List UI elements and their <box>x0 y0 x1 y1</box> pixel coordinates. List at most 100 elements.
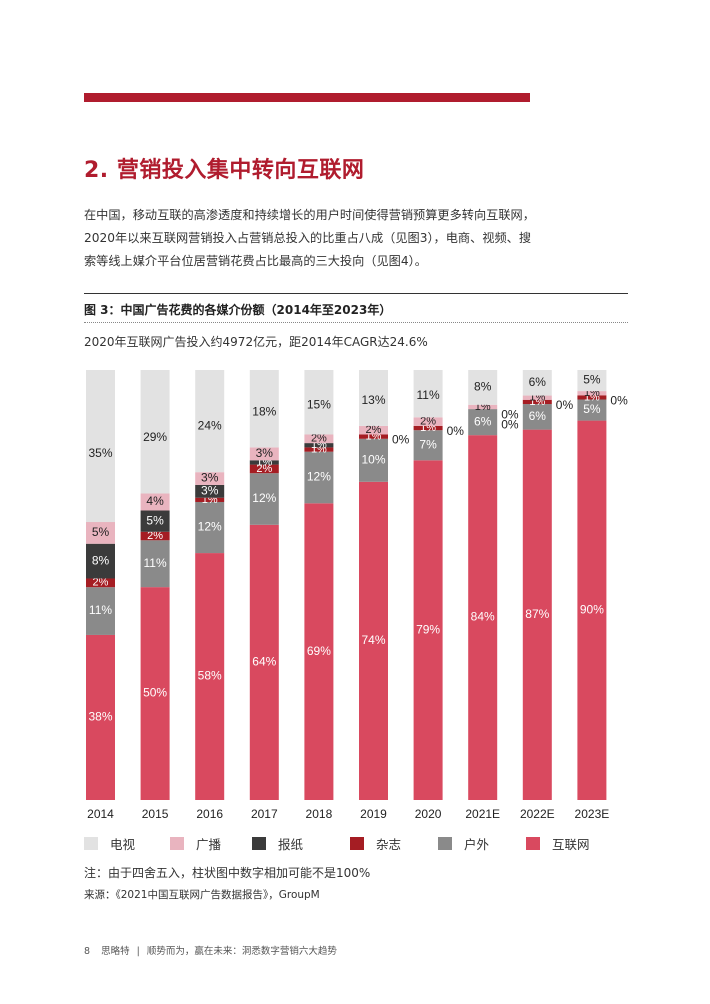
data-label: 10% <box>361 452 385 466</box>
data-label: 5% <box>583 402 601 416</box>
data-label: 8% <box>474 380 492 394</box>
x-tick-label: 2014 <box>87 807 114 821</box>
bar-segment <box>195 497 225 502</box>
bar-segment <box>359 438 388 482</box>
data-label: 5% <box>583 373 601 387</box>
bar-segment <box>304 434 334 444</box>
bar-segment <box>249 464 279 474</box>
footer-page-number: 8 <box>84 946 91 957</box>
data-label: 6% <box>529 409 547 423</box>
data-label: 11% <box>89 603 112 617</box>
data-label: 5% <box>92 525 110 539</box>
chart-legend: 电视 广播 报纸 杂志 户外 互联网 <box>84 834 644 852</box>
legend-label: 电视 <box>110 837 136 852</box>
bar-segment <box>140 540 170 588</box>
intro-paragraph: 在中国，移动互联的高渗透度和持续增长的用户时间使得营销预算更多转向互联网， 20… <box>84 204 554 273</box>
data-label: 84% <box>471 610 495 624</box>
data-label: 12% <box>252 491 276 505</box>
data-label: 0% <box>556 398 574 412</box>
bar-segment <box>577 391 607 396</box>
bar-segment <box>577 420 607 800</box>
bar-segment <box>86 370 115 523</box>
data-label: 50% <box>143 686 167 700</box>
data-label: 74% <box>361 633 385 647</box>
data-label: 18% <box>252 405 276 419</box>
legend-label: 报纸 <box>278 837 304 852</box>
data-label: 3% <box>201 471 219 485</box>
data-label: 2% <box>366 424 382 436</box>
legend-item: 杂志 <box>350 834 401 853</box>
bar-segment <box>249 447 279 461</box>
legend-item: 广播 <box>170 834 221 853</box>
data-label: 2% <box>420 416 436 428</box>
data-label: 6% <box>529 375 547 389</box>
bar-segment <box>522 395 552 400</box>
bar-segment <box>413 460 443 800</box>
bar-segment <box>413 425 443 431</box>
bar-segment <box>195 370 225 473</box>
figure-subtitle: 2020年互联网广告投入约4972亿元，距2014年CAGR达24.6% <box>84 335 428 349</box>
bar-segment <box>140 587 170 800</box>
bar-segment <box>195 484 225 498</box>
figure-title: 图 3：中国广告花费的各媒介份额（2014年至2023年） <box>84 303 392 317</box>
intro-line: 在中国，移动互联的高渗透度和持续增长的用户时间使得营销预算更多转向互联网， <box>84 208 535 222</box>
data-label: 4% <box>146 494 164 508</box>
bar-segment <box>413 430 443 461</box>
bar-segment <box>304 451 334 504</box>
bar-segment <box>522 370 552 396</box>
x-tick-label: 2019 <box>360 807 387 821</box>
bar-segment <box>522 429 552 800</box>
data-label: 15% <box>307 398 331 412</box>
intro-line: 2020年以来互联网营销投入占营销总投入的比重占八成（见图3），电商、视频、搜 <box>84 231 532 245</box>
data-label: 2% <box>256 463 272 475</box>
data-label: 12% <box>307 470 331 484</box>
data-label: 2% <box>93 577 109 589</box>
legend-item: 报纸 <box>252 834 303 853</box>
data-label: 58% <box>198 669 222 683</box>
legend-swatch <box>350 837 364 850</box>
legend-label: 杂志 <box>376 837 402 852</box>
legend-item: 户外 <box>438 834 489 853</box>
legend-label: 广播 <box>196 837 222 852</box>
data-label: 79% <box>416 622 440 636</box>
legend-label: 户外 <box>464 837 490 852</box>
bar-segment <box>304 370 334 435</box>
bar-segment <box>577 370 607 392</box>
bar-segment <box>468 404 498 410</box>
data-label: 87% <box>525 607 549 621</box>
data-label: 8% <box>92 553 110 567</box>
bar-segment <box>140 531 170 541</box>
legend-swatch <box>84 837 98 850</box>
intro-line: 索等线上媒介平台位居营销花费占比最高的三大投向（见图4）。 <box>84 254 427 268</box>
chart-source: 来源：《2021中国互联网广告数据报告》，GroupM <box>84 889 320 901</box>
bar-segment <box>86 587 115 635</box>
x-tick-label: 2016 <box>196 807 223 821</box>
bar-segment <box>304 447 334 452</box>
x-tick-label: 2023E <box>575 807 610 821</box>
bar-segment <box>304 503 334 800</box>
x-tick-label: 2020 <box>415 807 442 821</box>
data-label: 12% <box>198 520 222 534</box>
bar-segment <box>195 501 225 554</box>
top-accent-bar <box>84 93 530 102</box>
data-label: 64% <box>252 655 276 669</box>
footer-separator: | <box>136 946 140 957</box>
data-label: 3% <box>256 446 274 460</box>
data-label: 35% <box>88 446 112 460</box>
data-label: 0% <box>501 407 519 421</box>
bar-segment <box>577 399 607 421</box>
bar-segment <box>468 409 498 436</box>
bar-segment <box>249 370 279 448</box>
x-tick-label: 2017 <box>251 807 278 821</box>
data-label: 0% <box>610 393 628 407</box>
bar-segment <box>249 460 279 465</box>
data-label: 2% <box>147 530 163 542</box>
data-label: 24% <box>198 418 222 432</box>
legend-item: 电视 <box>84 834 135 853</box>
bar-segment <box>140 510 170 532</box>
bar-segment <box>86 578 115 588</box>
data-label: 11% <box>417 388 440 402</box>
data-label: 69% <box>307 644 331 658</box>
data-label: 7% <box>419 437 437 451</box>
